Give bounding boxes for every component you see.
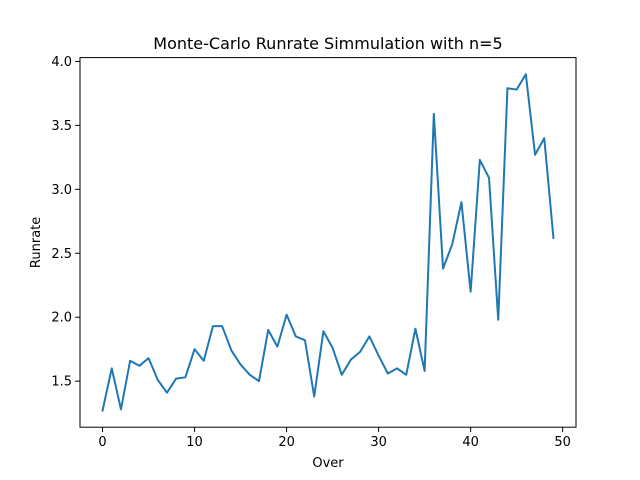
y-tick-label: 2.5 — [51, 247, 72, 262]
x-tick-label: 50 — [554, 435, 571, 450]
axes-frame — [79, 57, 577, 428]
x-tick-label: 10 — [186, 435, 203, 450]
x-axis-ticks: 0 10 20 30 40 50 — [98, 427, 571, 450]
series-line-0 — [101, 73, 555, 412]
y-axis-ticks: 1.5 2.0 2.5 3.0 3.5 4.0 — [51, 55, 80, 390]
y-tick-label: 4.0 — [51, 55, 72, 70]
x-axis-label: Over — [312, 456, 344, 471]
y-tick-label: 3.5 — [51, 119, 72, 134]
y-axis-label: Runrate — [29, 217, 44, 268]
x-tick-label: 20 — [278, 435, 295, 450]
y-tick-label: 1.5 — [51, 375, 72, 390]
y-tick-label: 2.0 — [51, 311, 72, 326]
x-tick-label: 30 — [370, 435, 387, 450]
x-tick-label: 0 — [98, 435, 106, 450]
chart-title: Monte-Carlo Runrate Simmulation with n=5 — [153, 34, 502, 53]
x-tick-label: 40 — [462, 435, 479, 450]
y-tick-label: 3.0 — [51, 183, 72, 198]
plot-area — [101, 73, 555, 412]
